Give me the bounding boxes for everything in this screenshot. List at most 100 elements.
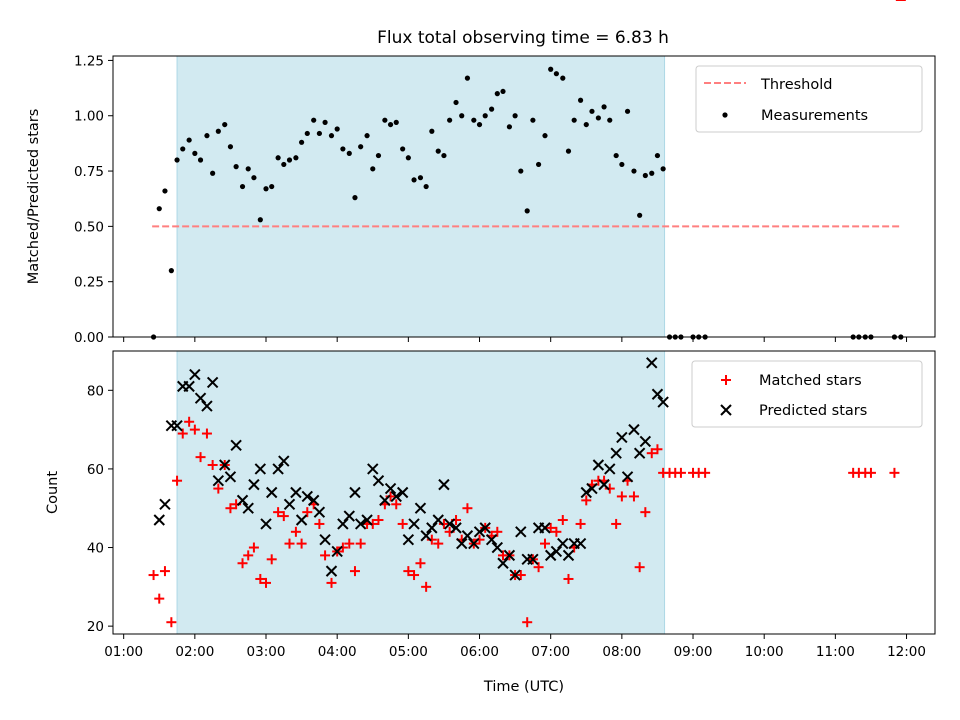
predicted-star-point (550, 545, 563, 558)
ratio-panel-frame (112, 55, 936, 338)
measurement-point (624, 108, 631, 114)
observing-window-bottom (176, 350, 666, 635)
measurement-point (435, 148, 441, 154)
measurement-point (186, 137, 192, 143)
matched-star-point (652, 444, 663, 455)
measurement-point (204, 133, 210, 139)
predicted-star-point (384, 482, 397, 495)
ratio-y-ticks: 0.00 0.25 0.50 0.75 1.00 1.25 (74, 53, 113, 346)
matched-star-point (889, 467, 900, 478)
measurement-point (210, 170, 216, 176)
y-tick-label: 0.25 (74, 275, 104, 291)
predicted-star-point (420, 530, 432, 542)
measurement-point (553, 71, 559, 77)
legend-matched-swatch (721, 375, 731, 385)
matched-star-point (189, 424, 200, 435)
predicted-star-point (153, 514, 165, 526)
measurement-point (441, 152, 447, 159)
matched-star-point (320, 550, 331, 561)
predicted-star-point (473, 526, 486, 538)
measurement-point (192, 150, 198, 156)
measurement-point (334, 126, 340, 132)
matched-star-point (385, 491, 396, 502)
matched-star-point (563, 573, 574, 584)
measurement-point (548, 66, 554, 72)
measurement-point (364, 133, 370, 139)
measurements-series (150, 66, 904, 340)
predicted-star-point (450, 522, 462, 534)
measurement-point (571, 117, 577, 123)
matched-star-point (314, 518, 325, 529)
measurement-point (239, 183, 246, 190)
predicted-star-point (616, 431, 628, 444)
matched-star-point (302, 507, 313, 518)
predicted-star-point (610, 447, 622, 459)
measurement-point (293, 155, 299, 161)
measurement-point (464, 75, 471, 81)
predicted-star-point (265, 486, 278, 499)
predicted-star-point (651, 388, 664, 400)
y-tick-label: 40 (87, 541, 104, 557)
predicted-star-point (159, 498, 171, 510)
measurement-point (245, 166, 251, 172)
matched-star-point (403, 566, 414, 577)
matched-star-point (415, 558, 426, 569)
predicted-star-point (278, 455, 290, 467)
predicted-star-point (485, 533, 498, 546)
matched-star-point (290, 526, 301, 537)
legend-predicted-label: Predicted stars (759, 403, 867, 419)
predicted-star-point (236, 494, 249, 507)
measurement-point (500, 88, 506, 95)
measurement-point (482, 113, 488, 119)
measurement-point (168, 268, 174, 274)
predicted-star-point (254, 463, 267, 475)
measurement-point (613, 152, 619, 159)
matched-star-point (243, 550, 254, 561)
matched-star-point (533, 562, 544, 573)
y-tick-label: 0.50 (74, 219, 104, 235)
matched-star-point (545, 522, 556, 533)
matched-star-point (201, 428, 212, 439)
predicted-star-point (646, 357, 658, 369)
y-tick-label: 1.25 (74, 53, 104, 69)
predicted-star-point (171, 419, 183, 432)
measurement-point (322, 119, 328, 125)
observing-window-band (176, 55, 666, 338)
predicted-star-point (461, 530, 474, 542)
matched-star-point (166, 617, 177, 628)
measurement-point (174, 157, 180, 163)
measurement-point (222, 121, 228, 128)
measurement-point (346, 150, 352, 156)
predicted-star-point (343, 510, 355, 522)
measurement-point (298, 139, 305, 145)
matched-star-point (172, 475, 183, 486)
matched-star-point (355, 538, 366, 549)
chart-title: Flux total observing time = 6.83 h (377, 28, 669, 48)
predicted-star-point (295, 514, 308, 526)
matched-star-point (433, 538, 444, 549)
matched-star-point (539, 538, 550, 549)
x-tick-label: 05:00 (389, 644, 428, 660)
measurement-point (453, 99, 459, 106)
predicted-star-point (621, 471, 634, 483)
measurement-point (387, 121, 394, 128)
matched-star-point (604, 483, 615, 494)
measurement-point (530, 117, 536, 123)
observing-window-band (176, 350, 666, 635)
predicted-star-point (361, 514, 373, 526)
predicted-star-point (527, 553, 539, 566)
predicted-star-point (604, 463, 616, 475)
measurement-point (156, 206, 162, 212)
measurement-point (589, 108, 595, 114)
x-tick-label: 06:00 (460, 644, 499, 660)
measurement-point (607, 117, 613, 123)
predicted-star-point (212, 475, 225, 487)
x-tick-label: 01:00 (104, 644, 143, 660)
matched-star-point (522, 617, 533, 628)
matched-star-point (266, 554, 277, 565)
measurement-point (275, 155, 281, 161)
time-x-axis-label: Time (UTC) (483, 679, 564, 695)
matched-star-point (349, 566, 360, 577)
y-tick-label: 0.75 (74, 164, 104, 180)
x-tick-label: 03:00 (247, 644, 286, 660)
